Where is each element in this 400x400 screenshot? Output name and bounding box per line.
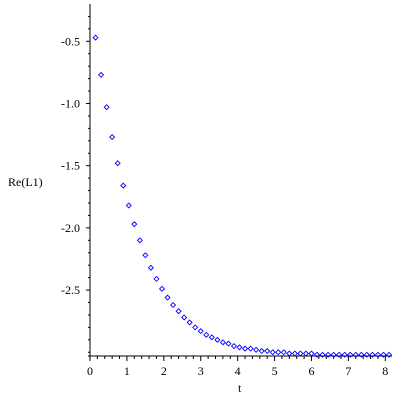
data-point	[280, 349, 287, 356]
data-point	[347, 351, 354, 358]
data-point	[164, 294, 171, 301]
data-point	[181, 314, 188, 321]
data-point	[247, 345, 254, 352]
data-point	[336, 351, 343, 358]
data-point	[369, 351, 376, 358]
x-axis-label: t	[238, 381, 242, 395]
data-point	[253, 346, 260, 353]
x-tick-label: 8	[382, 364, 388, 378]
data-point	[153, 275, 160, 282]
data-point	[120, 182, 127, 189]
data-point	[269, 349, 276, 356]
data-points	[92, 34, 393, 358]
data-point	[131, 221, 138, 228]
data-point	[236, 344, 243, 351]
data-point	[275, 349, 282, 356]
data-point	[308, 350, 315, 357]
data-point	[158, 285, 166, 292]
x-tick-label: 4	[235, 364, 241, 378]
y-tick-label: -2.0	[61, 221, 80, 235]
data-point	[92, 34, 99, 41]
data-point	[242, 345, 249, 352]
data-point	[114, 160, 121, 167]
data-point	[258, 347, 265, 355]
y-ticks: -0.5 -1.0 -1.5 -2.0 -2.5	[61, 15, 90, 353]
data-point	[203, 331, 210, 338]
data-point	[352, 351, 359, 358]
data-point	[109, 134, 116, 141]
data-point	[186, 319, 193, 326]
x-ticks: 0 1 2 3 4 5 6 7 8	[87, 356, 388, 378]
data-point	[170, 301, 177, 309]
data-point	[219, 339, 226, 346]
y-tick-label: -2.5	[61, 283, 80, 297]
y-tick-label: -1.0	[61, 97, 80, 111]
data-point	[264, 347, 271, 355]
data-point	[325, 351, 332, 358]
data-point	[98, 71, 105, 78]
axes	[88, 4, 392, 360]
data-point	[363, 351, 370, 358]
y-tick-label: -0.5	[61, 34, 80, 48]
data-point	[358, 351, 365, 358]
data-point	[341, 351, 348, 358]
data-point	[136, 237, 143, 244]
x-tick-label: 6	[308, 364, 314, 378]
data-point	[214, 336, 221, 343]
data-point	[197, 328, 204, 335]
x-tick-label: 5	[272, 364, 278, 378]
data-point	[192, 324, 199, 331]
data-point	[313, 351, 321, 358]
data-point	[142, 252, 149, 259]
data-point	[286, 350, 293, 357]
data-point	[225, 340, 232, 347]
data-point	[330, 351, 337, 358]
data-point	[385, 351, 393, 358]
data-point	[230, 343, 237, 350]
y-tick-label: -1.5	[61, 159, 80, 173]
x-tick-label: 7	[345, 364, 351, 378]
data-point	[302, 350, 309, 357]
x-tick-label: 3	[198, 364, 204, 378]
data-point	[297, 350, 304, 357]
data-point	[125, 202, 132, 209]
data-point	[380, 351, 387, 358]
x-tick-label: 1	[124, 364, 130, 378]
y-axis-label: Re(L1)	[8, 175, 43, 189]
data-point	[175, 308, 182, 315]
data-point	[319, 351, 326, 358]
data-point	[291, 350, 298, 357]
x-tick-label: 0	[87, 364, 93, 378]
data-point	[103, 104, 110, 111]
data-point	[147, 264, 154, 271]
data-point	[374, 351, 381, 358]
data-point	[208, 334, 215, 341]
x-tick-label: 2	[161, 364, 167, 378]
